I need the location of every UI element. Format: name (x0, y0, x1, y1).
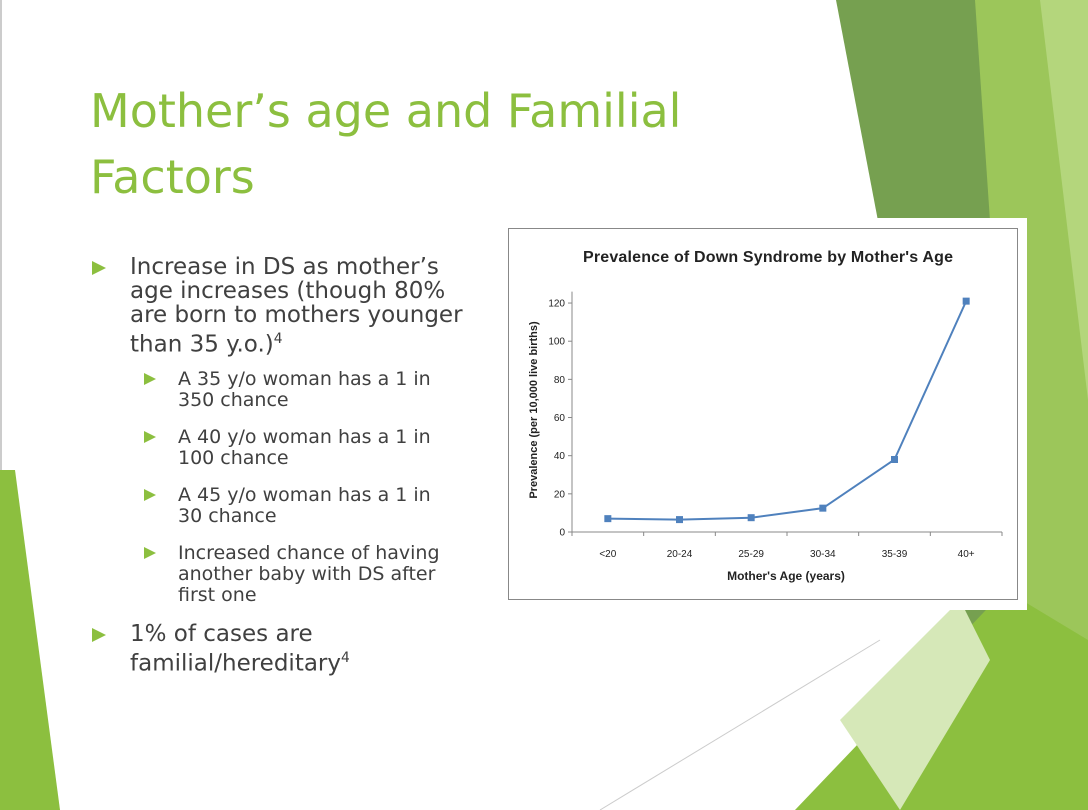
y-tick-label: 20 (554, 489, 566, 500)
y-tick-label: 80 (554, 375, 566, 386)
sub-bullet-text: A 35 y/o woman has a 1 in 350 chance (178, 367, 431, 411)
sub-bullet-text: A 40 y/o woman has a 1 in 100 chance (178, 425, 431, 469)
x-tick-label: 20-24 (667, 549, 693, 560)
x-tick-label: <20 (599, 549, 616, 560)
chart-bg (490, 218, 1027, 610)
x-tick-label: 25-29 (738, 549, 764, 560)
sub-bullet: A 35 y/o woman has a 1 in 350 chance (138, 367, 448, 411)
footnote-ref: 4 (273, 331, 283, 347)
decor (599, 639, 881, 810)
chart-border (508, 228, 1018, 600)
y-tick-label: 100 (548, 337, 565, 348)
decor (840, 600, 990, 810)
marker (819, 504, 827, 512)
marker (604, 515, 612, 523)
slide-title: Mother’s age and Familial Factors (90, 84, 682, 204)
marker (747, 514, 755, 522)
x-axis-label: Mother's Age (years) (727, 569, 845, 583)
y-axis-label: Prevalence (per 10,000 live births) (528, 321, 540, 499)
decor (0, 470, 60, 810)
y-tick-label: 0 (559, 528, 565, 539)
chart: Prevalence of Down Syndrome by Mother's … (528, 249, 1003, 583)
bullet-list: Increase in DS as mother’s age increases… (90, 255, 470, 687)
y-tick-label: 120 (548, 299, 565, 310)
marker (891, 455, 898, 463)
footnote-ref: 4 (341, 649, 350, 666)
sub-bullet-text: Increased chance of having another baby … (178, 541, 440, 606)
y-tick-label: 40 (554, 451, 566, 462)
marker (676, 516, 683, 524)
bullet-text: 1% of cases are familial/hereditary (130, 620, 341, 677)
line (607, 300, 968, 521)
bullet: Increase in DS as mother’s age increases… (90, 255, 470, 357)
x-tick-label: 40+ (958, 549, 975, 560)
x-tick-label: 35-39 (882, 549, 908, 560)
bullet-text: Increase in DS as mother’s age increases… (130, 254, 463, 358)
sub-bullet: A 40 y/o woman has a 1 in 100 chance (138, 425, 448, 469)
sub-bullet: A 45 y/o woman has a 1 in 30 chance (138, 483, 448, 527)
chart-title: Prevalence of Down Syndrome by Mother's … (583, 249, 953, 266)
decor (1040, 0, 1088, 400)
sub-bullet: Increased chance of having another baby … (138, 541, 448, 606)
marker (962, 297, 970, 305)
y-tick-label: 60 (554, 413, 566, 424)
sub-bullet-text: A 45 y/o woman has a 1 in 30 chance (178, 483, 431, 527)
bullet: 1% of cases are familial/hereditary4 (90, 622, 470, 676)
x-tick-label: 30-34 (810, 549, 836, 560)
